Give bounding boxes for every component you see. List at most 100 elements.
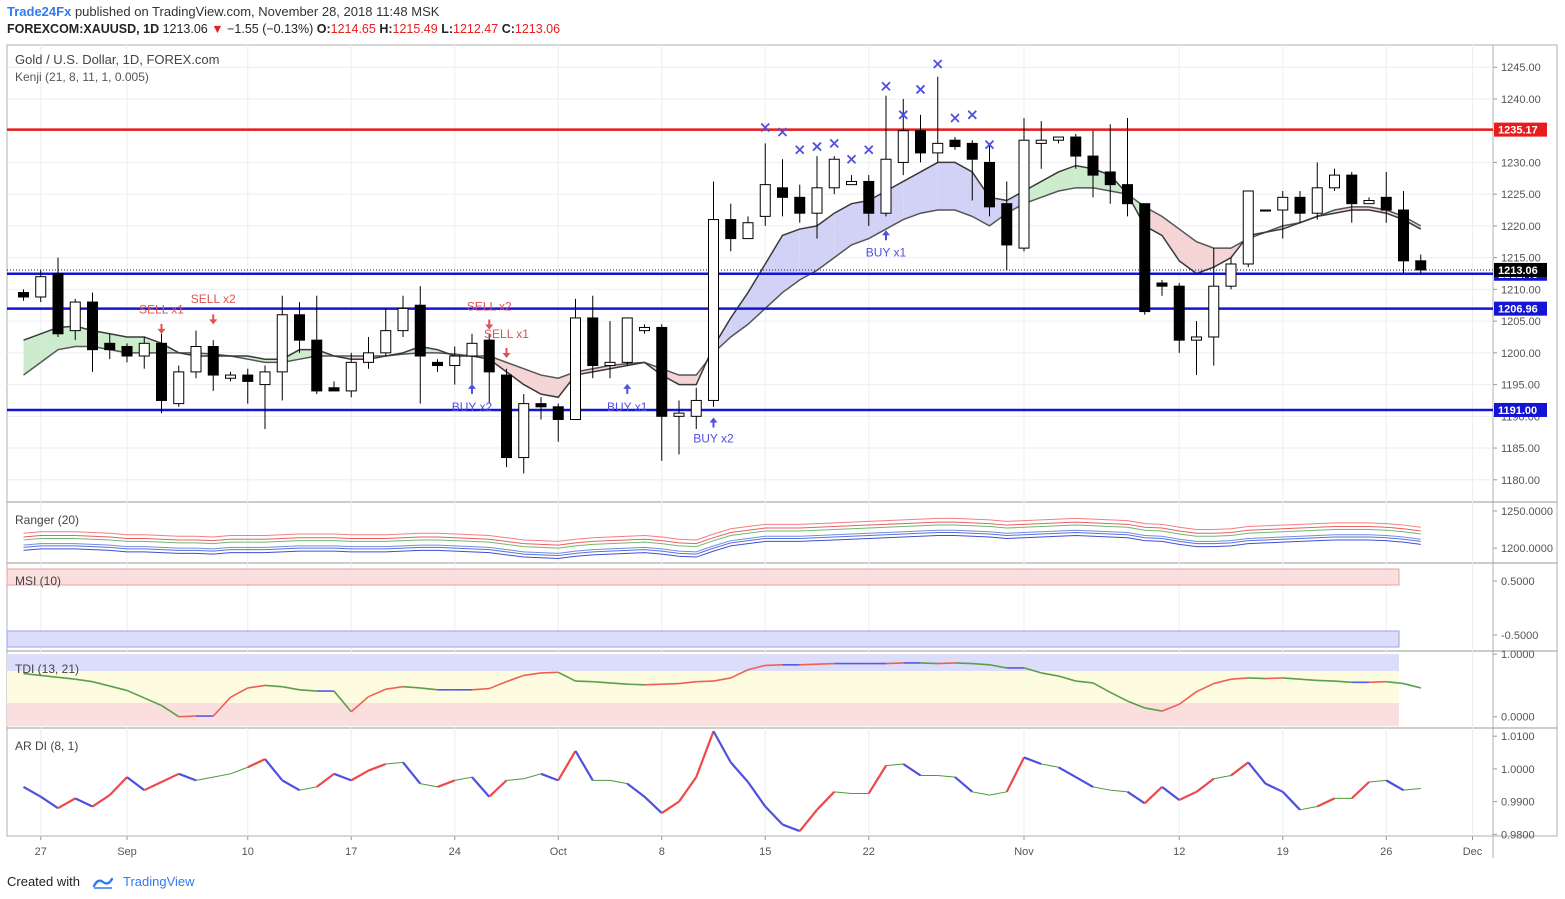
candle[interactable]	[242, 368, 254, 404]
candle[interactable]	[880, 95, 892, 217]
candle[interactable]	[1122, 117, 1133, 217]
x-marker-icon	[864, 145, 874, 155]
candle[interactable]	[673, 400, 685, 455]
candle[interactable]	[897, 98, 909, 176]
ranger-tick-label: 1250.0000	[1501, 506, 1553, 518]
tdi-line-segment	[299, 689, 317, 692]
candle[interactable]	[276, 295, 288, 401]
candle[interactable]	[1242, 190, 1254, 268]
tradingview-link[interactable]: TradingView	[123, 874, 195, 889]
tdi-line-segment	[333, 690, 352, 713]
candle[interactable]	[104, 333, 116, 360]
candle[interactable]	[759, 143, 771, 226]
candle[interactable]	[311, 295, 323, 395]
tdi-line-segment	[1368, 680, 1387, 684]
candle[interactable]	[190, 330, 202, 379]
candle[interactable]	[1208, 248, 1220, 366]
candle[interactable]	[1191, 321, 1202, 376]
candle[interactable]	[156, 333, 167, 414]
candle[interactable]	[846, 175, 857, 186]
candle-body	[518, 403, 530, 459]
candle[interactable]	[828, 156, 840, 195]
candle[interactable]	[1001, 181, 1013, 271]
candle[interactable]	[397, 295, 409, 337]
candle[interactable]	[552, 403, 564, 442]
candle[interactable]	[984, 143, 995, 217]
candle[interactable]	[1311, 162, 1323, 220]
candle[interactable]	[690, 387, 702, 430]
candle[interactable]	[414, 286, 426, 404]
candle[interactable]	[604, 321, 616, 379]
candle[interactable]	[466, 333, 478, 391]
candle[interactable]	[449, 346, 461, 385]
candle[interactable]	[1380, 171, 1392, 223]
candle[interactable]	[1415, 254, 1427, 274]
candle[interactable]	[1070, 133, 1082, 169]
candle[interactable]	[1225, 257, 1237, 290]
candle[interactable]	[949, 137, 961, 150]
ardi-line-segment	[471, 776, 491, 798]
candle[interactable]	[173, 365, 185, 407]
candle[interactable]	[328, 381, 340, 392]
tdi-line-segment	[420, 687, 438, 691]
candle[interactable]	[1139, 203, 1151, 315]
candle[interactable]	[1104, 124, 1116, 204]
candle[interactable]	[1035, 121, 1047, 169]
candle[interactable]	[207, 340, 219, 391]
candle[interactable]	[1277, 190, 1289, 239]
candle[interactable]	[1329, 168, 1340, 191]
candle[interactable]	[794, 184, 806, 223]
candle[interactable]	[1173, 283, 1185, 353]
candle[interactable]	[725, 203, 737, 252]
candle[interactable]	[966, 140, 978, 201]
candle[interactable]	[742, 216, 754, 240]
candle[interactable]	[621, 317, 633, 366]
ardi-line-segment	[437, 779, 456, 788]
candle[interactable]	[518, 394, 530, 474]
candle[interactable]	[932, 76, 944, 163]
candle[interactable]	[18, 289, 29, 301]
candle[interactable]	[1018, 117, 1030, 252]
candle[interactable]	[656, 324, 668, 461]
candle[interactable]	[1294, 190, 1306, 223]
candle[interactable]	[121, 343, 133, 363]
candle[interactable]	[570, 298, 581, 420]
candle[interactable]	[1053, 136, 1064, 144]
candle[interactable]	[1363, 197, 1375, 205]
candle[interactable]	[87, 292, 98, 372]
tdi-line-segment	[230, 687, 249, 699]
candle[interactable]	[639, 324, 650, 334]
candle[interactable]	[1398, 190, 1409, 274]
candle[interactable]	[363, 336, 374, 369]
candle-body	[1294, 196, 1306, 214]
tdi-line-segment	[161, 704, 180, 718]
candle[interactable]	[483, 333, 495, 404]
candle[interactable]	[1156, 279, 1168, 296]
candle[interactable]	[777, 159, 788, 217]
candle[interactable]	[587, 295, 599, 379]
candle[interactable]	[535, 397, 547, 420]
publisher-name[interactable]: Trade24Fx	[7, 4, 72, 19]
candle[interactable]	[35, 270, 47, 303]
candle[interactable]	[863, 175, 875, 226]
candle[interactable]	[52, 257, 64, 337]
candle[interactable]	[1346, 171, 1358, 223]
candle[interactable]	[225, 371, 236, 382]
candle[interactable]	[259, 365, 271, 430]
candle[interactable]	[294, 302, 305, 353]
candle[interactable]	[708, 181, 719, 407]
candle[interactable]	[345, 352, 357, 398]
candle[interactable]	[811, 156, 823, 239]
ardi-line-segment	[213, 773, 231, 778]
candle[interactable]	[1260, 209, 1271, 212]
candle[interactable]	[138, 336, 150, 369]
candle[interactable]	[501, 368, 512, 468]
candle[interactable]	[432, 359, 443, 372]
candle[interactable]	[1087, 130, 1099, 198]
candle-body	[1260, 209, 1271, 212]
candle[interactable]	[915, 114, 926, 163]
candle[interactable]	[69, 298, 81, 341]
ardi-line-segment	[178, 772, 197, 782]
candle[interactable]	[380, 308, 392, 357]
